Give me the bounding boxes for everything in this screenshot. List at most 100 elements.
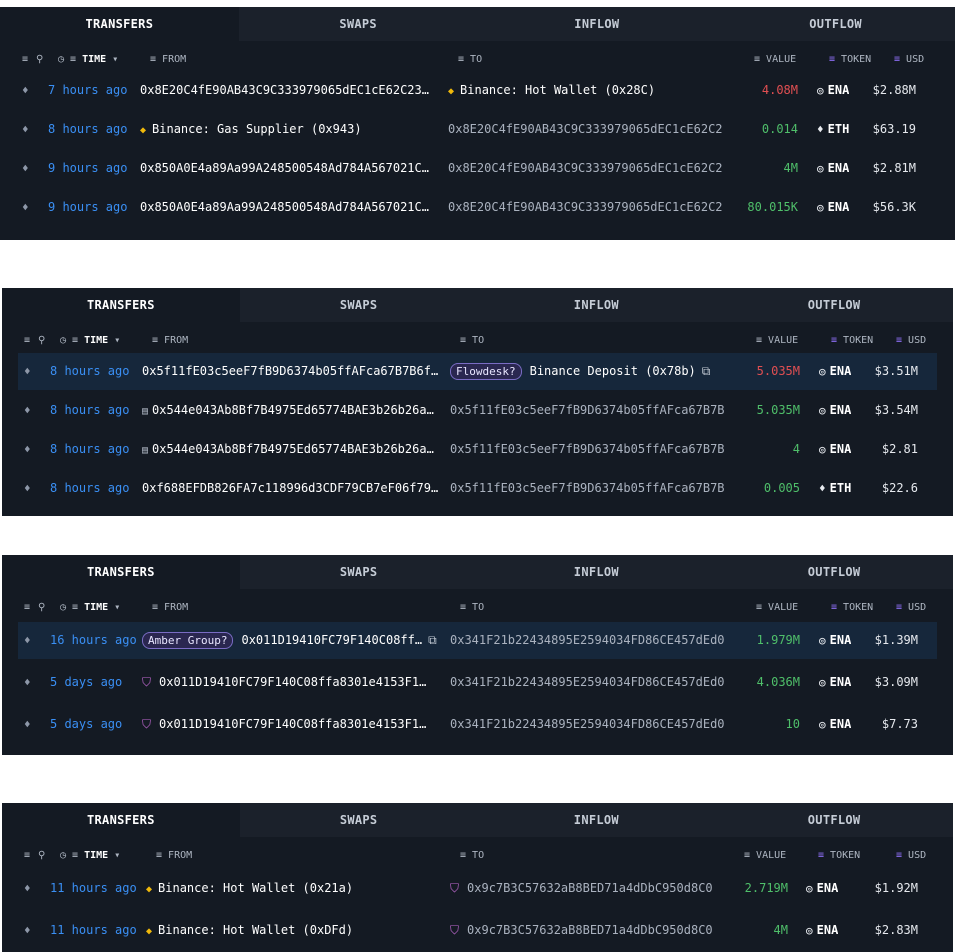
to-address[interactable]: ⛉ 0x9c7B3C57632aB8BED71a4dDbC950d8C00… bbox=[450, 870, 712, 907]
link-icon[interactable]: ⚲ bbox=[38, 850, 46, 861]
tab-inflow[interactable]: INFLOW bbox=[477, 7, 717, 41]
time-link[interactable]: 8 hours ago bbox=[50, 481, 130, 495]
time-header[interactable]: ◷ ≡ TIME ▾ bbox=[58, 43, 118, 77]
tab-transfers[interactable]: TRANSFERS bbox=[2, 803, 240, 837]
to-address[interactable]: 0x341F21b22434895E2594034FD86CE457dEd0E… bbox=[450, 622, 724, 659]
usd-header[interactable]: ≡ USD bbox=[896, 591, 926, 625]
token-cell[interactable]: ◎ ENA bbox=[806, 912, 838, 949]
tab-transfers[interactable]: TRANSFERS bbox=[0, 7, 239, 41]
entity-tag[interactable]: Amber Group? bbox=[142, 632, 234, 649]
token-header[interactable]: ≡ TOKEN bbox=[818, 839, 860, 873]
time-header[interactable]: ◷ ≡ TIME ▾ bbox=[60, 591, 120, 625]
token-cell[interactable]: ♦ ETH bbox=[819, 470, 851, 507]
to-address[interactable]: 0x341F21b22434895E2594034FD86CE457dEd0E… bbox=[450, 706, 724, 743]
token-header[interactable]: ≡ TOKEN bbox=[831, 324, 873, 358]
to-header[interactable]: ≡ TO bbox=[460, 324, 484, 358]
token-cell[interactable]: ♦ ETH bbox=[817, 111, 849, 148]
table-row[interactable]: ♦ 11 hours ago ◆ Binance: Hot Wallet (0x21a… bbox=[18, 870, 937, 907]
token-cell[interactable]: ◎ ENA bbox=[819, 431, 851, 468]
from-address[interactable]: Amber Group? 0x011D19410FC79F140C08ff… ⧉ bbox=[142, 622, 442, 659]
token-header[interactable]: ≡ TOKEN bbox=[831, 591, 873, 625]
to-address[interactable]: 0x8E20C4fE90AB43C9C333979065dEC1cE62C23… bbox=[448, 111, 722, 148]
to-address[interactable]: 0x5f11fE03c5eeF7fB9D6374b05ffAFca67B7B6f… bbox=[450, 392, 724, 429]
from-address[interactable]: ◆ Binance: Hot Wallet (0x21a) bbox=[146, 870, 442, 907]
from-address[interactable]: ◆ Binance: Hot Wallet (0xDFd) bbox=[146, 912, 442, 949]
table-row[interactable]: ♦ 7 hours ago 0x8E20C4fE90AB43C9C333979065… bbox=[16, 72, 939, 109]
table-row[interactable]: ♦ 5 days ago ⛉ 0x011D19410FC79F140C08ffa830… bbox=[18, 664, 937, 701]
from-address[interactable]: 0x8E20C4fE90AB43C9C333979065dEC1cE62C23… bbox=[140, 72, 440, 109]
token-cell[interactable]: ◎ ENA bbox=[819, 664, 851, 701]
token-cell[interactable]: ◎ ENA bbox=[806, 870, 838, 907]
entity-tag[interactable]: Flowdesk? bbox=[450, 363, 522, 380]
table-row[interactable]: ♦ 8 hours ago ◆ Binance: Gas Supplier (0x94… bbox=[16, 111, 939, 148]
tab-swaps[interactable]: SWAPS bbox=[239, 803, 478, 837]
from-header[interactable]: ≡ FROM bbox=[156, 839, 192, 873]
token-cell[interactable]: ◎ ENA bbox=[819, 392, 851, 429]
to-address[interactable]: 0x5f11fE03c5eeF7fB9D6374b05ffAFca67B7B6f… bbox=[450, 431, 724, 468]
time-link[interactable]: 5 days ago bbox=[50, 675, 123, 689]
link-icon[interactable]: ⚲ bbox=[36, 54, 44, 65]
tab-transfers[interactable]: TRANSFERS bbox=[2, 288, 240, 322]
tab-outflow[interactable]: OUTFLOW bbox=[715, 288, 953, 322]
usd-header[interactable]: ≡ USD bbox=[894, 43, 924, 77]
tab-inflow[interactable]: INFLOW bbox=[477, 803, 716, 837]
from-address[interactable]: ▤ 0x544e043Ab8Bf7B4975Ed65774BAE3b26b26a… bbox=[142, 392, 442, 429]
table-row[interactable]: ♦ 16 hours ago Amber Group? 0x011D19410FC79… bbox=[18, 622, 937, 659]
token-cell[interactable]: ◎ ENA bbox=[817, 189, 849, 226]
token-cell[interactable]: ◎ ENA bbox=[819, 353, 851, 390]
to-header[interactable]: ≡ TO bbox=[458, 43, 482, 77]
table-row[interactable]: ♦ 5 days ago ⛉ 0x011D19410FC79F140C08ffa830… bbox=[18, 706, 937, 743]
from-address[interactable]: 0xf688EFDB826FA7c118996d3CDF79CB7eF06f79… bbox=[142, 470, 442, 507]
tab-outflow[interactable]: OUTFLOW bbox=[715, 803, 953, 837]
time-header[interactable]: ◷ ≡ TIME ▾ bbox=[60, 324, 120, 358]
filter-icon[interactable]: ≡ bbox=[22, 54, 29, 65]
value-header[interactable]: ≡ VALUE bbox=[756, 324, 798, 358]
table-row[interactable]: ♦ 8 hours ago 0xf688EFDB826FA7c118996d3CDF… bbox=[18, 470, 937, 507]
value-header[interactable]: ≡ VALUE bbox=[754, 43, 796, 77]
time-link[interactable]: 7 hours ago bbox=[48, 83, 128, 97]
filter-icon[interactable]: ≡ bbox=[24, 850, 31, 861]
usd-header[interactable]: ≡ USD bbox=[896, 324, 926, 358]
token-header[interactable]: ≡ TOKEN bbox=[829, 43, 871, 77]
to-address[interactable]: 0x5f11fE03c5eeF7fB9D6374b05ffAFca67B7B6f… bbox=[450, 470, 724, 507]
link-icon[interactable]: ⚲ bbox=[38, 335, 46, 346]
time-header[interactable]: ◷ ≡ TIME ▾ bbox=[60, 839, 120, 873]
from-address[interactable]: ▤ 0x544e043Ab8Bf7B4975Ed65774BAE3b26b26a… bbox=[142, 431, 442, 468]
tab-swaps[interactable]: SWAPS bbox=[239, 288, 478, 322]
time-link[interactable]: 9 hours ago bbox=[48, 200, 128, 214]
from-address[interactable]: ⛉ 0x011D19410FC79F140C08ffa8301e4153F1… bbox=[142, 706, 442, 743]
token-cell[interactable]: ◎ ENA bbox=[817, 72, 849, 109]
from-header[interactable]: ≡ FROM bbox=[150, 43, 186, 77]
time-link[interactable]: 11 hours ago bbox=[50, 923, 137, 937]
time-link[interactable]: 8 hours ago bbox=[50, 403, 130, 417]
time-link[interactable]: 16 hours ago bbox=[50, 633, 137, 647]
usd-header[interactable]: ≡ USD bbox=[896, 839, 926, 873]
tab-swaps[interactable]: SWAPS bbox=[238, 7, 478, 41]
tab-transfers[interactable]: TRANSFERS bbox=[2, 555, 240, 589]
from-address[interactable]: 0x850A0E4a89Aa99A248500548Ad784A567021C… bbox=[140, 150, 440, 187]
to-address[interactable]: 0x8E20C4fE90AB43C9C333979065dEC1cE62C23… bbox=[448, 150, 722, 187]
to-address[interactable]: 0x8E20C4fE90AB43C9C333979065dEC1cE62C23… bbox=[448, 189, 722, 226]
time-link[interactable]: 8 hours ago bbox=[50, 442, 130, 456]
from-address[interactable]: ⛉ 0x011D19410FC79F140C08ffa8301e4153F1… bbox=[142, 664, 442, 701]
tab-swaps[interactable]: SWAPS bbox=[239, 555, 478, 589]
value-header[interactable]: ≡ VALUE bbox=[756, 591, 798, 625]
to-header[interactable]: ≡ TO bbox=[460, 839, 484, 873]
time-link[interactable]: 5 days ago bbox=[50, 717, 123, 731]
time-link[interactable]: 8 hours ago bbox=[50, 364, 130, 378]
table-row[interactable]: ♦ 9 hours ago 0x850A0E4a89Aa99A248500548Ad… bbox=[16, 189, 939, 226]
time-link[interactable]: 9 hours ago bbox=[48, 161, 128, 175]
link-icon[interactable]: ⚲ bbox=[38, 602, 46, 613]
time-link[interactable]: 8 hours ago bbox=[48, 122, 128, 136]
tab-inflow[interactable]: INFLOW bbox=[477, 555, 716, 589]
value-header[interactable]: ≡ VALUE bbox=[744, 839, 786, 873]
from-address[interactable]: 0x5f11fE03c5eeF7fB9D6374b05ffAFca67B7B6f… bbox=[142, 353, 442, 390]
from-address[interactable]: 0x850A0E4a89Aa99A248500548Ad784A567021C… bbox=[140, 189, 440, 226]
to-address[interactable]: 0x341F21b22434895E2594034FD86CE457dEd0E… bbox=[450, 664, 724, 701]
table-row[interactable]: ♦ 8 hours ago ▤ 0x544e043Ab8Bf7B4975Ed65774… bbox=[18, 431, 937, 468]
table-row[interactable]: ♦ 9 hours ago 0x850A0E4a89Aa99A248500548Ad… bbox=[16, 150, 939, 187]
tab-inflow[interactable]: INFLOW bbox=[477, 288, 716, 322]
filter-icon[interactable]: ≡ bbox=[24, 602, 31, 613]
from-header[interactable]: ≡ FROM bbox=[152, 591, 188, 625]
from-header[interactable]: ≡ FROM bbox=[152, 324, 188, 358]
